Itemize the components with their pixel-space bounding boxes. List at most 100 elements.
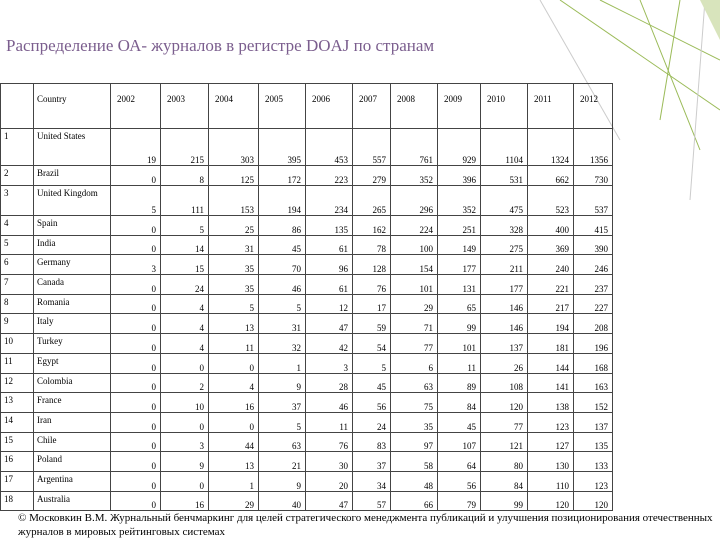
value-cell: 240 — [527, 254, 574, 276]
value-cell: 1 — [258, 352, 306, 374]
header-cell: 2010 — [480, 83, 528, 129]
value-cell: 86 — [258, 215, 306, 236]
value-cell: 89 — [437, 372, 481, 394]
value-cell: 135 — [573, 431, 613, 453]
value-cell: 0 — [110, 431, 161, 453]
table-row: 10 Turkey 0 4 11 32 42 54 77 101 137 181 196 — [0, 333, 613, 354]
row-number: 14 — [0, 411, 34, 433]
value-cell: 120 — [527, 490, 574, 512]
value-cell: 0 — [110, 451, 161, 472]
value-cell: 5 — [208, 293, 259, 315]
country-cell: Egypt — [33, 352, 111, 374]
header-cell: 2007 — [352, 83, 391, 129]
value-cell: 251 — [437, 215, 481, 236]
value-cell: 730 — [573, 165, 613, 186]
value-cell: 0 — [160, 352, 209, 374]
value-cell: 369 — [527, 234, 574, 256]
country-cell: Colombia — [33, 372, 111, 394]
country-cell: Germany — [33, 254, 111, 276]
value-cell: 45 — [258, 234, 306, 256]
value-cell: 83 — [352, 431, 391, 453]
value-cell: 123 — [573, 470, 613, 492]
row-number: 1 — [0, 128, 34, 166]
value-cell: 101 — [437, 333, 481, 354]
table-row: 11 Egypt 0 0 0 1 3 5 6 11 26 144 168 — [0, 352, 613, 374]
value-cell: 61 — [305, 274, 353, 295]
value-cell: 34 — [352, 470, 391, 492]
value-cell: 303 — [208, 128, 259, 166]
value-cell: 0 — [208, 352, 259, 374]
row-number: 18 — [0, 490, 34, 512]
value-cell: 46 — [305, 392, 353, 413]
value-cell: 47 — [305, 313, 353, 335]
row-number: 11 — [0, 352, 34, 374]
table-row: 9 Italy 0 4 13 31 47 59 71 99 146 194 208 — [0, 313, 613, 335]
value-cell: 35 — [208, 254, 259, 276]
value-cell: 35 — [208, 274, 259, 295]
table-row: 17 Argentina 0 0 1 9 20 34 48 56 84 110 123 — [0, 470, 613, 492]
table-row: 3 United Kingdom 5 111 153 194 234 265 296 352 475… — [0, 185, 613, 216]
value-cell: 415 — [573, 215, 613, 236]
header-cell: 2002 — [110, 83, 161, 129]
row-number: 15 — [0, 431, 34, 453]
value-cell: 101 — [390, 274, 438, 295]
country-cell: Chile — [33, 431, 111, 453]
value-cell: 99 — [480, 490, 528, 512]
value-cell: 11 — [208, 333, 259, 354]
country-cell: Australia — [33, 490, 111, 512]
table-row: 15 Chile 0 3 44 63 76 83 97 107 121 127 135 — [0, 431, 613, 453]
value-cell: 9 — [258, 372, 306, 394]
value-cell: 0 — [160, 470, 209, 492]
value-cell: 246 — [573, 254, 613, 276]
country-cell: Canada — [33, 274, 111, 295]
value-cell: 13 — [208, 451, 259, 472]
value-cell: 131 — [437, 274, 481, 295]
value-cell: 4 — [208, 372, 259, 394]
row-number: 3 — [0, 185, 34, 216]
value-cell: 0 — [110, 274, 161, 295]
value-cell: 46 — [258, 274, 306, 295]
value-cell: 0 — [110, 165, 161, 186]
value-cell: 9 — [160, 451, 209, 472]
value-cell: 64 — [437, 451, 481, 472]
value-cell: 0 — [110, 234, 161, 256]
value-cell: 84 — [437, 392, 481, 413]
header-cell: Country — [33, 83, 111, 129]
value-cell: 328 — [480, 215, 528, 236]
country-cell: India — [33, 234, 111, 256]
value-cell: 35 — [390, 411, 438, 433]
value-cell: 17 — [352, 293, 391, 315]
country-cell: United States — [33, 128, 111, 166]
value-cell: 42 — [305, 333, 353, 354]
value-cell: 121 — [480, 431, 528, 453]
header-cell: 2012 — [573, 83, 613, 129]
value-cell: 15 — [160, 254, 209, 276]
value-cell: 196 — [573, 333, 613, 354]
value-cell: 79 — [437, 490, 481, 512]
value-cell: 11 — [437, 352, 481, 374]
value-cell: 0 — [208, 411, 259, 433]
value-cell: 138 — [527, 392, 574, 413]
value-cell: 453 — [305, 128, 353, 166]
value-cell: 63 — [390, 372, 438, 394]
row-number: 4 — [0, 215, 34, 236]
value-cell: 37 — [258, 392, 306, 413]
value-cell: 77 — [390, 333, 438, 354]
table-row: 1 United States 19 215 303 395 453 557 761 929 110… — [0, 128, 613, 166]
value-cell: 40 — [258, 490, 306, 512]
country-cell: Iran — [33, 411, 111, 433]
value-cell: 172 — [258, 165, 306, 186]
country-cell: France — [33, 392, 111, 413]
value-cell: 71 — [390, 313, 438, 335]
value-cell: 0 — [110, 215, 161, 236]
value-cell: 557 — [352, 128, 391, 166]
value-cell: 154 — [390, 254, 438, 276]
value-cell: 523 — [527, 185, 574, 216]
value-cell: 19 — [110, 128, 161, 166]
footer-text: © Московкин В.М. Журнальный бенчмаркинг … — [18, 512, 713, 538]
value-cell: 237 — [573, 274, 613, 295]
country-cell: Turkey — [33, 333, 111, 354]
value-cell: 130 — [527, 451, 574, 472]
value-cell: 14 — [160, 234, 209, 256]
value-cell: 11 — [305, 411, 353, 433]
